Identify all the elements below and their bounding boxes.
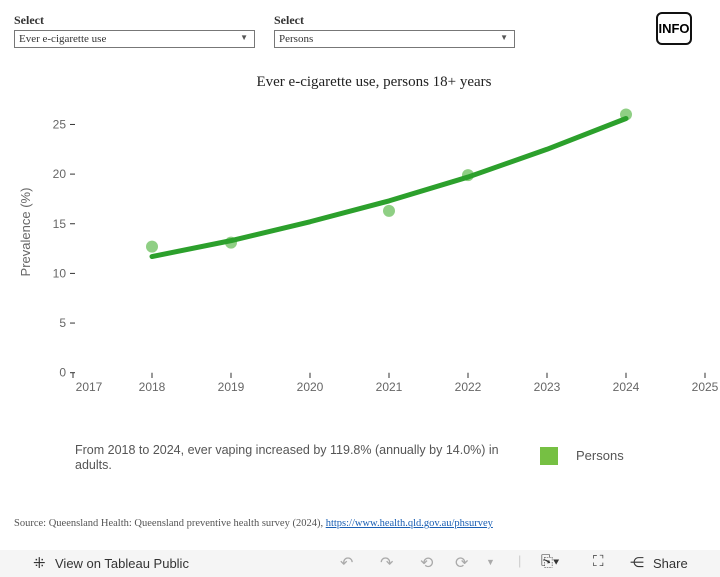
y-axis-label: Prevalence (%) <box>18 188 33 277</box>
filter-label-group: Select <box>274 13 304 27</box>
summary-note: From 2018 to 2024, ever vaping increased… <box>75 443 499 472</box>
x-tick-label: 2024 <box>613 380 640 394</box>
y-tick-label: 15 <box>53 217 67 231</box>
y-tick-label: 25 <box>53 117 67 131</box>
redo-icon[interactable]: ↷ <box>380 555 394 572</box>
share-icon[interactable]: ⋲ <box>630 554 644 570</box>
data-point <box>383 204 395 217</box>
x-tick-label: 2017 <box>76 380 103 394</box>
data-point <box>146 240 158 253</box>
share-button[interactable]: Share <box>653 556 688 571</box>
chart-title: Ever e-cigarette use, persons 18+ years <box>256 74 492 90</box>
y-tick-label: 20 <box>53 167 67 181</box>
revert-icon[interactable]: ⟲ <box>420 555 434 572</box>
x-tick-label: 2018 <box>139 380 166 394</box>
group-value: Persons <box>279 33 314 45</box>
legend-label: Persons <box>576 448 624 463</box>
y-tick-label: 5 <box>59 316 66 330</box>
filter-label-measure: Select <box>14 13 44 27</box>
source-note: Source: Queensland Health: Queensland pr… <box>14 518 493 529</box>
measure-value: Ever e-cigarette use <box>19 33 107 45</box>
info-button[interactable]: INFO <box>656 12 692 45</box>
download-icon[interactable]: ⎘▾ <box>541 553 560 570</box>
tableau-logo-icon: ⁜ <box>33 555 46 572</box>
fullscreen-icon[interactable]: ⛶ <box>593 553 604 570</box>
measure-dropdown[interactable]: Ever e-cigarette use ▼ <box>14 30 255 48</box>
trend-line <box>149 115 629 260</box>
tableau-toolbar: ⁜ View on Tableau Public ↶ ↷ ⟲ ⟳ ▼ | ⎘▾ … <box>0 550 720 577</box>
x-tick-label: 2025 <box>692 380 719 394</box>
refresh-icon[interactable]: ⟳ <box>455 555 469 572</box>
source-link[interactable]: https://www.health.qld.gov.au/phsurvey <box>325 518 493 529</box>
x-tick-label: 2022 <box>455 380 482 394</box>
chevron-down-icon: ▼ <box>240 33 248 42</box>
undo-icon[interactable]: ↶ <box>340 555 354 572</box>
x-tick-label: 2023 <box>534 380 561 394</box>
x-tick-label: 2019 <box>218 380 245 394</box>
legend-swatch <box>540 447 558 465</box>
divider: | <box>518 553 522 568</box>
group-dropdown[interactable]: Persons ▼ <box>274 30 515 48</box>
y-tick-label: 10 <box>53 266 67 280</box>
view-on-tableau-link[interactable]: View on Tableau Public <box>55 556 189 571</box>
y-tick-label: 0 <box>59 366 66 380</box>
chevron-down-icon[interactable]: ▼ <box>486 557 495 567</box>
x-tick-label: 2020 <box>297 380 324 394</box>
x-tick-label: 2021 <box>376 380 403 394</box>
chevron-down-icon: ▼ <box>500 33 508 42</box>
source-text: Source: Queensland Health: Queensland pr… <box>14 518 326 529</box>
